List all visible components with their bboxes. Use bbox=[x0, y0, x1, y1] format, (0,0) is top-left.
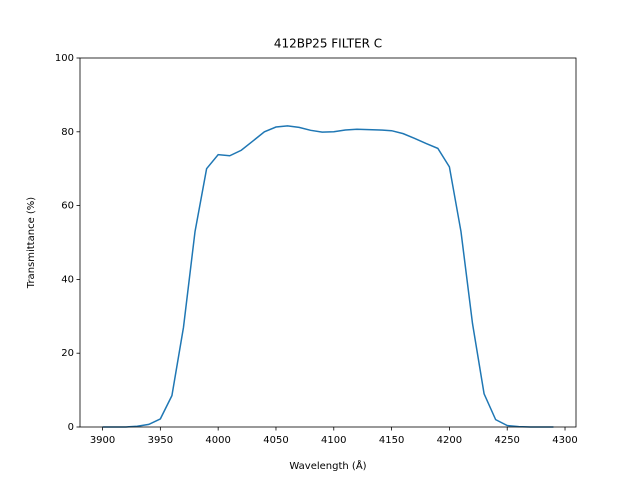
x-tick-label: 4050 bbox=[263, 435, 288, 446]
x-tick-label: 4100 bbox=[321, 435, 346, 446]
y-tick-label: 60 bbox=[61, 201, 74, 212]
y-tick-label: 100 bbox=[55, 53, 74, 64]
x-tick-label: 4250 bbox=[494, 435, 519, 446]
x-tick-label: 4300 bbox=[552, 435, 577, 446]
x-tick-label: 4000 bbox=[205, 435, 230, 446]
plot-frame bbox=[79, 57, 577, 428]
y-tick-label: 40 bbox=[61, 274, 74, 285]
x-axis-label: Wavelength (Å) bbox=[289, 459, 366, 472]
y-tick-label: 0 bbox=[68, 422, 74, 433]
y-axis-label: Transmittance (%) bbox=[26, 197, 37, 289]
x-tick-label: 4200 bbox=[437, 435, 462, 446]
x-tick-label: 4150 bbox=[379, 435, 404, 446]
y-tick-label: 20 bbox=[61, 348, 74, 359]
chart-title: 412BP25 FILTER C bbox=[274, 37, 382, 51]
x-tick-label: 3950 bbox=[148, 435, 173, 446]
x-tick-label: 3900 bbox=[90, 435, 115, 446]
data-line bbox=[102, 125, 554, 428]
y-tick-label: 80 bbox=[61, 127, 74, 138]
